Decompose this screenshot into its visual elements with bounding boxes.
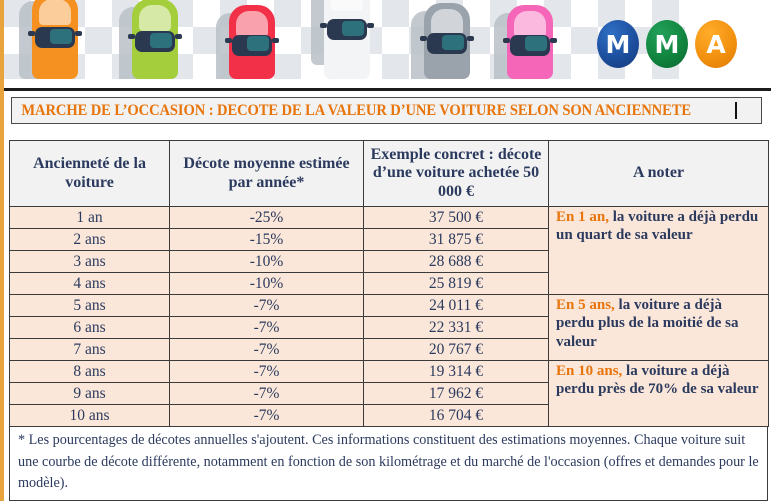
note-lead: En 5 ans, xyxy=(556,297,615,314)
car-hood xyxy=(39,0,71,25)
banner-bottom-strip xyxy=(4,79,771,88)
mma-logo-letter-3: A xyxy=(695,20,737,68)
cell-decote: -7% xyxy=(169,404,364,428)
car-mirror-right xyxy=(75,31,82,36)
cell-decote: -7% xyxy=(169,382,364,406)
cell-decote: -10% xyxy=(169,250,364,274)
cell-exemple: 31 875 € xyxy=(363,228,549,252)
orange-car xyxy=(19,0,82,79)
mma-logo-letter-1: M xyxy=(597,20,639,68)
car-mirror-left xyxy=(503,38,510,43)
car-mirror-left xyxy=(420,36,427,41)
grey-car xyxy=(411,3,474,88)
cell-anciennete: 6 ans xyxy=(9,316,170,340)
table-row: 10 ans -7% 16 704 € xyxy=(9,404,769,428)
column-header-a-noter: A noter xyxy=(548,139,769,208)
cell-a-noter: En 5 ans, la voiture a déjà perdu plus d… xyxy=(548,294,769,362)
cell-decote: -7% xyxy=(169,338,364,362)
green-car xyxy=(119,0,182,85)
cell-anciennete: 1 an xyxy=(9,206,170,230)
cell-anciennete: 10 ans xyxy=(9,404,170,428)
cell-anciennete: 8 ans xyxy=(9,360,170,384)
cell-a-noter: En 10 ans, la voiture a déjà perdu près … xyxy=(548,360,769,428)
column-header-decote: Décote moyenne estimée par année* xyxy=(169,139,364,208)
text-cursor xyxy=(735,102,738,119)
pink-car xyxy=(494,5,557,88)
car-window-glass xyxy=(342,21,364,36)
cell-exemple: 25 819 € xyxy=(363,272,549,296)
cell-exemple: 28 688 € xyxy=(363,250,549,274)
car-hood xyxy=(331,0,363,11)
car-mirror-left xyxy=(320,23,327,28)
mma-logo: M M A xyxy=(597,20,737,68)
header-banner-image: M M A xyxy=(4,0,771,91)
note-text: la voiture a déjà perdu un quart de sa v… xyxy=(556,209,759,244)
car-window-glass xyxy=(150,33,172,48)
mma-logo-letter-2: M xyxy=(646,20,688,68)
cell-decote: -7% xyxy=(169,294,364,318)
cell-decote: -15% xyxy=(169,228,364,252)
cell-exemple: 20 767 € xyxy=(363,338,549,362)
page-title: MARCHE DE L’OCCASION : DECOTE DE LA VALE… xyxy=(21,101,691,119)
cell-anciennete: 9 ans xyxy=(9,382,170,406)
cell-decote: -7% xyxy=(169,360,364,384)
cell-anciennete: 5 ans xyxy=(9,294,170,318)
car-mirror-left xyxy=(225,38,232,43)
note-text: la voiture a déjà perdu près de 70% de s… xyxy=(556,363,759,398)
cell-decote: -7% xyxy=(169,316,364,340)
car-mirror-right xyxy=(175,34,182,39)
table-header-row: Ancienneté de la voiture Décote moyenne … xyxy=(9,139,769,208)
table-row: 7 ans -7% 20 767 € xyxy=(9,338,769,362)
table-row: 5 ans -7% 24 011 € En 5 ans, la voiture a d… xyxy=(9,294,769,362)
cell-exemple: 16 704 € xyxy=(363,404,549,428)
red-car xyxy=(216,5,279,88)
car-hood xyxy=(431,9,463,35)
column-header-exemple: Exemple concret : décote d’une voiture a… xyxy=(363,139,549,208)
car-mirror-left xyxy=(128,34,135,39)
cell-decote: -10% xyxy=(169,272,364,296)
table-row: 8 ans -7% 19 314 € En 10 ans, la voiture a … xyxy=(9,360,769,428)
car-window-glass xyxy=(50,29,72,44)
cell-anciennete: 7 ans xyxy=(9,338,170,362)
car-hood xyxy=(139,5,171,31)
car-window-glass xyxy=(247,36,269,51)
car-mirror-right xyxy=(272,38,279,43)
cell-anciennete: 2 ans xyxy=(9,228,170,252)
car-hood xyxy=(514,11,546,37)
table-body: 1 an -25% 37 500 € En 1 an, la voiture a dé… xyxy=(9,206,769,428)
table-header: Ancienneté de la voiture Décote moyenne … xyxy=(9,139,769,208)
title-box[interactable]: MARCHE DE L’OCCASION : DECOTE DE LA VALE… xyxy=(11,97,762,124)
cell-decote: -25% xyxy=(169,206,364,230)
table-row: 2 ans -15% 31 875 € xyxy=(9,228,769,252)
car-window-glass xyxy=(442,35,464,50)
cell-exemple: 37 500 € xyxy=(363,206,549,230)
note-lead: En 1 an, xyxy=(556,209,609,226)
car-mirror-right xyxy=(467,36,474,41)
note-text: la voiture a déjà perdu plus de la moiti… xyxy=(556,297,739,350)
car-mirror-right xyxy=(367,23,374,28)
title-area: MARCHE DE L’OCCASION : DECOTE DE LA VALE… xyxy=(4,91,771,124)
table-row: 1 an -25% 37 500 € En 1 an, la voiture a dé… xyxy=(9,206,769,296)
decote-table: Ancienneté de la voiture Décote moyenne … xyxy=(9,139,769,428)
cell-exemple: 17 962 € xyxy=(363,382,549,406)
column-header-anciennete: Ancienneté de la voiture xyxy=(9,139,170,208)
car-window-glass xyxy=(525,36,547,51)
cell-exemple: 24 011 € xyxy=(363,294,549,318)
car-mirror-right xyxy=(550,38,557,43)
cell-exemple: 19 314 € xyxy=(363,360,549,384)
white-van xyxy=(311,0,374,79)
car-mirror-left xyxy=(28,31,35,36)
note-lead: En 10 ans, xyxy=(556,363,623,380)
cell-a-noter: En 1 an, la voiture a déjà perdu un quar… xyxy=(548,206,769,296)
cell-anciennete: 3 ans xyxy=(9,250,170,274)
title-spacer xyxy=(4,124,771,140)
cell-anciennete: 4 ans xyxy=(9,272,170,296)
car-hood xyxy=(236,11,268,37)
table-row: 6 ans -7% 22 331 € xyxy=(9,316,769,340)
cell-exemple: 22 331 € xyxy=(363,316,549,340)
footnote: * Les pourcentages de décotes annuelles … xyxy=(9,427,768,501)
